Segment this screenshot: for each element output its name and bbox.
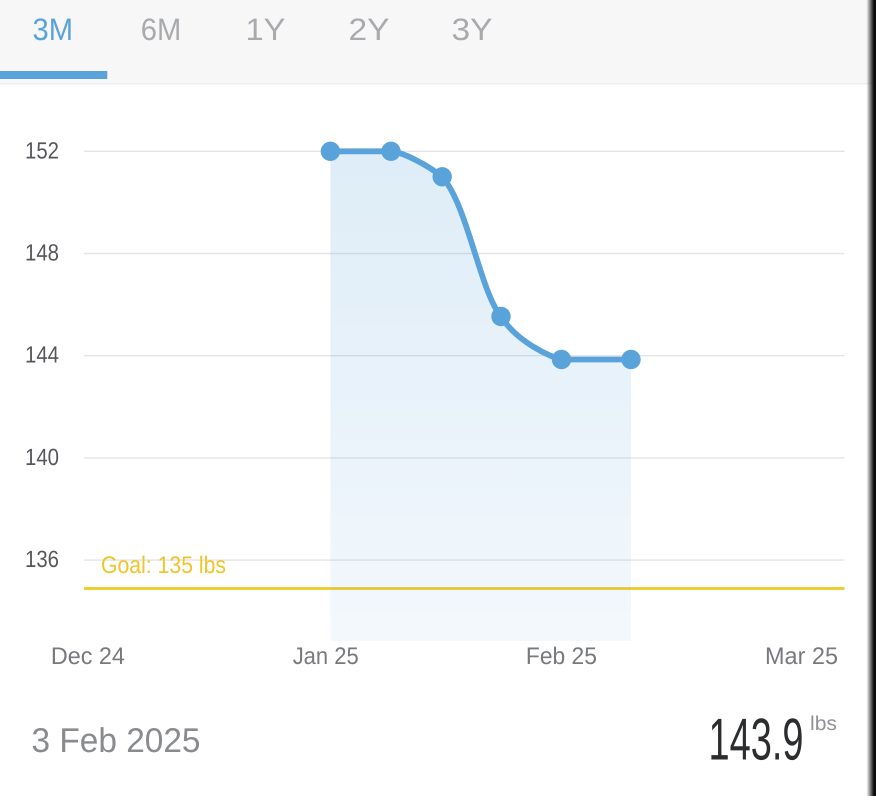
svg-text:Goal: 135 lbs: Goal: 135 lbs (101, 552, 226, 579)
svg-text:lbs: lbs (810, 713, 837, 735)
svg-text:6M: 6M (141, 12, 182, 47)
svg-text:148: 148 (25, 240, 59, 266)
svg-text:Jan 25: Jan 25 (293, 643, 359, 670)
svg-text:143.9: 143.9 (709, 707, 804, 773)
svg-text:Feb 25: Feb 25 (526, 643, 597, 670)
svg-text:Mar 25: Mar 25 (765, 643, 838, 670)
svg-text:1Y: 1Y (246, 12, 286, 47)
svg-text:140: 140 (25, 444, 59, 470)
svg-text:3 Feb 2025: 3 Feb 2025 (32, 722, 201, 760)
svg-text:144: 144 (25, 342, 59, 368)
svg-text:Dec 24: Dec 24 (51, 643, 125, 670)
svg-text:3Y: 3Y (452, 12, 493, 47)
svg-text:152: 152 (25, 137, 59, 163)
svg-text:136: 136 (25, 546, 59, 572)
svg-text:3M: 3M (33, 12, 74, 47)
svg-text:2Y: 2Y (349, 12, 390, 47)
